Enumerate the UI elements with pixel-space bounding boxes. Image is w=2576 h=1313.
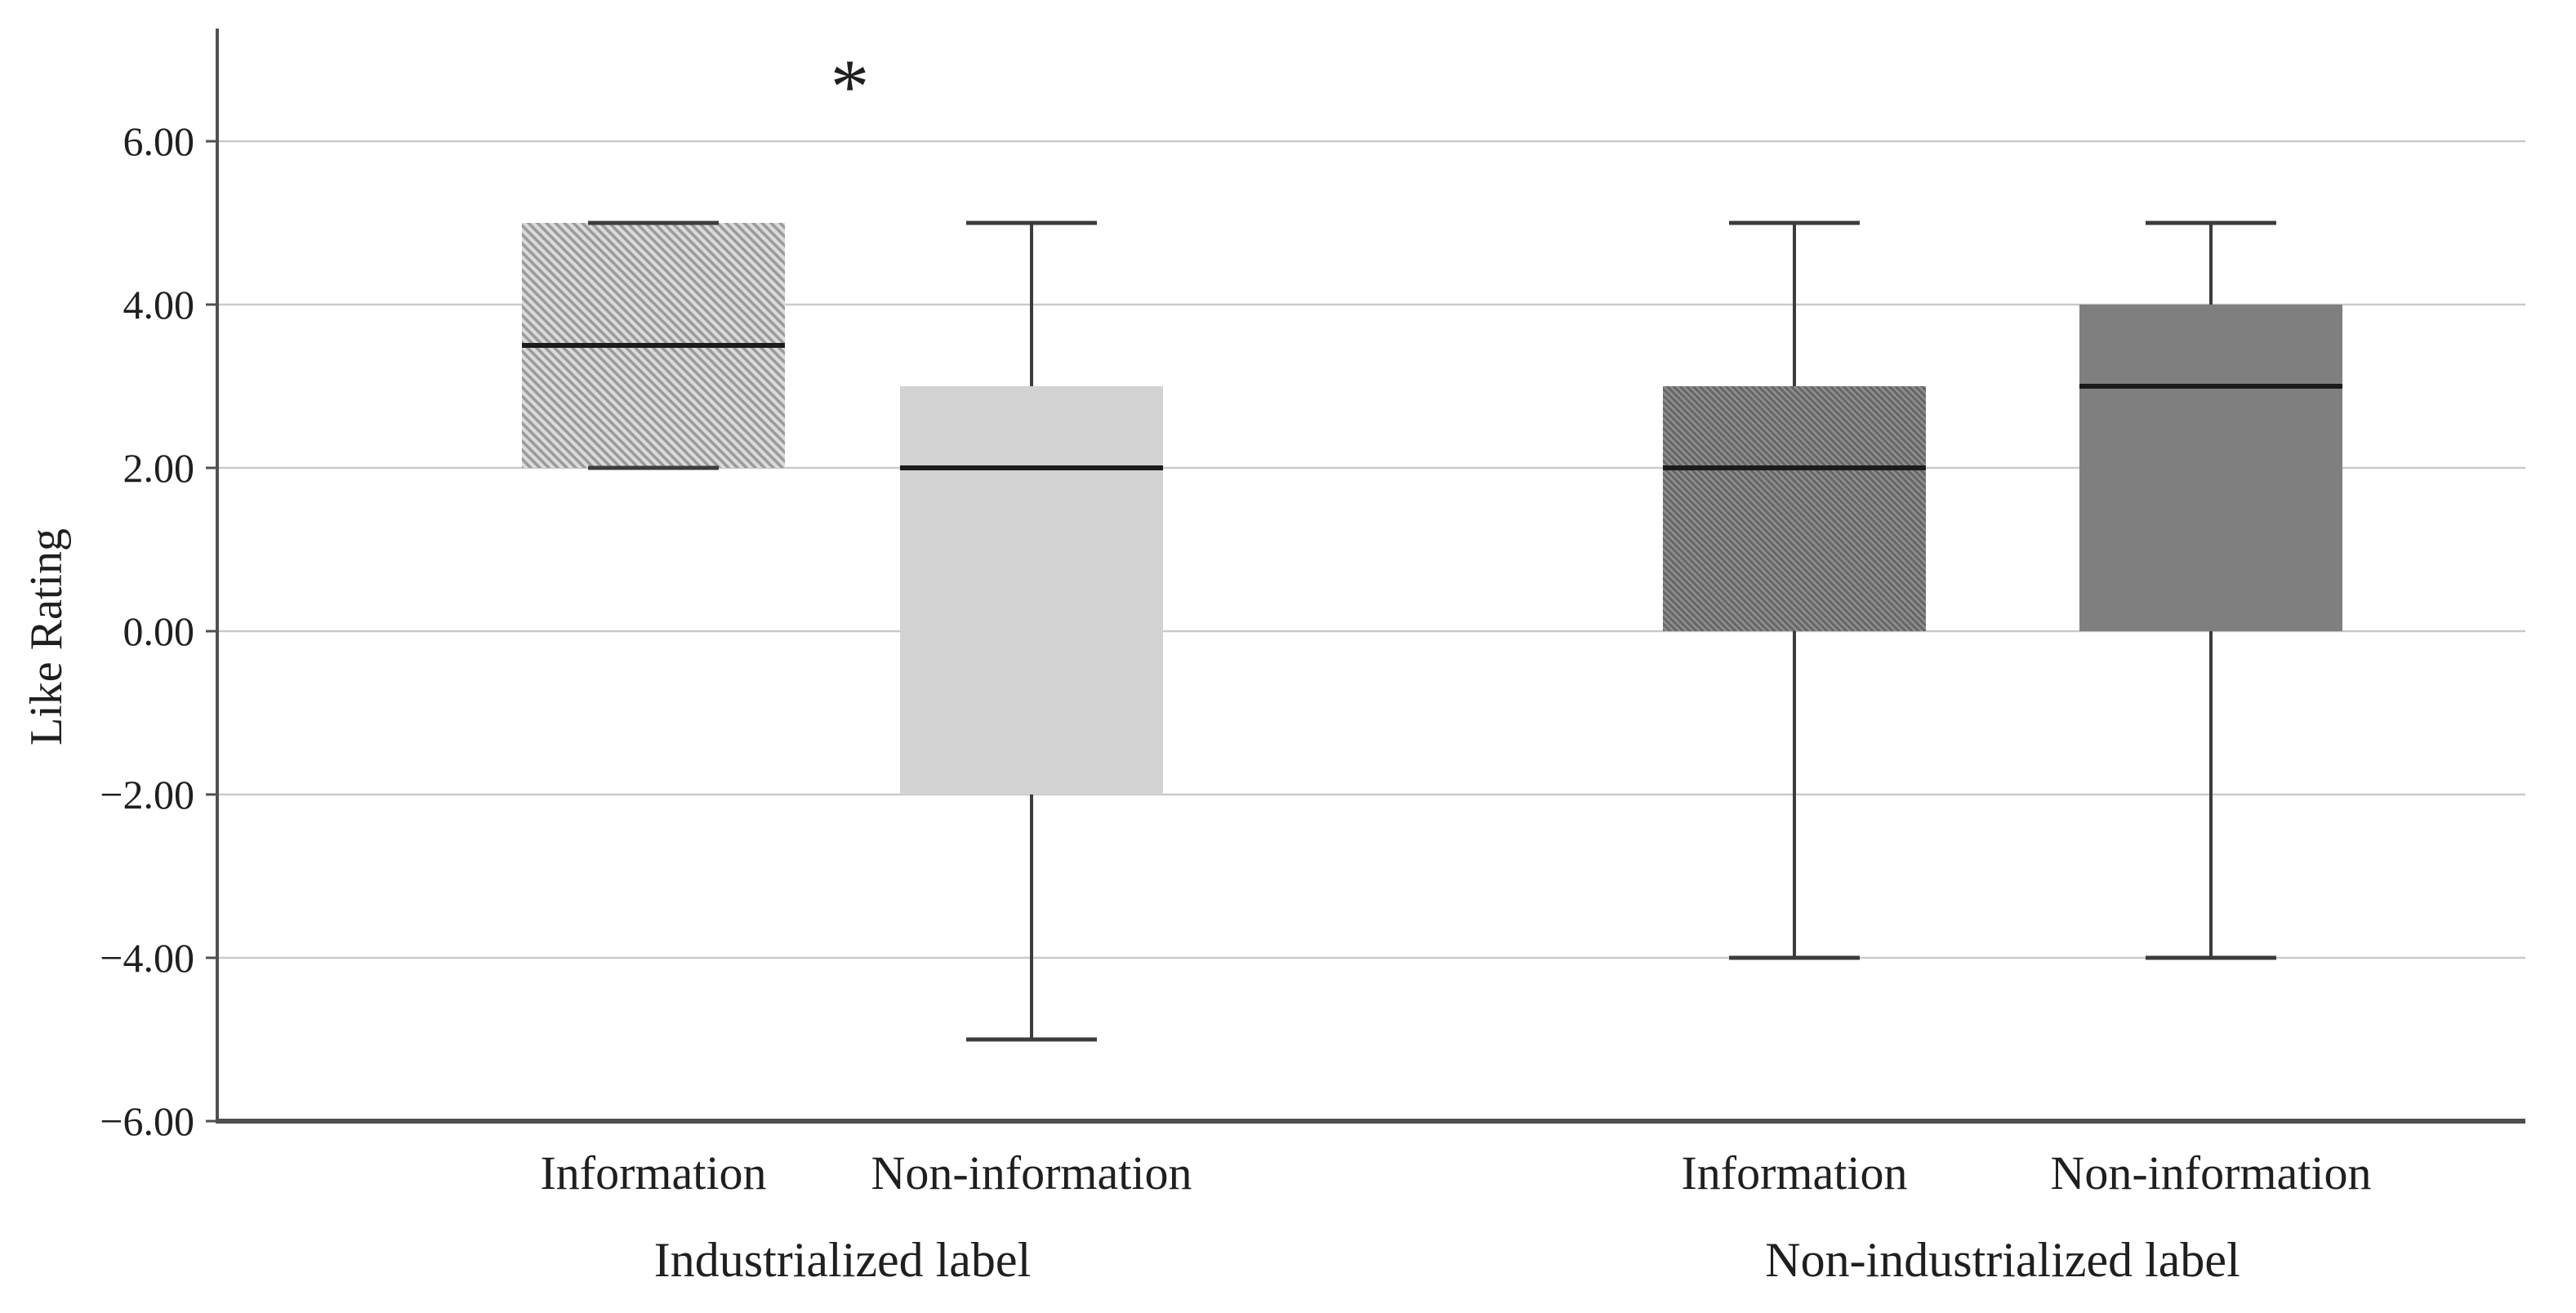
group-label-1: Non-industrialized label	[1765, 1233, 2240, 1287]
category-label-non-industrialized-non-information: Non-information	[2050, 1146, 2371, 1200]
box-rect-industrialized-non-information	[900, 386, 1163, 794]
box-rect-non-industrialized-information	[1663, 386, 1926, 631]
labels-layer: 6.00 4.00 2.00 0.00 −2.00 −4.00 −6.00 Informati…	[21, 43, 2372, 1287]
y-tick-label: 4.00	[123, 282, 195, 327]
y-tick-label: 6.00	[123, 118, 195, 164]
y-tick-label: 2.00	[123, 445, 195, 491]
y-tick-label: −4.00	[100, 935, 194, 981]
y-tick-label: −6.00	[100, 1098, 194, 1144]
significance-asterisk: *	[831, 43, 870, 130]
category-label-non-industrialized-information: Information	[1681, 1146, 1907, 1200]
y-tick-label: −2.00	[100, 772, 194, 817]
y-tick-label: 0.00	[123, 608, 195, 654]
category-label-industrialized-information: Information	[540, 1146, 766, 1200]
group-label-0: Industrialized label	[654, 1233, 1031, 1287]
boxes-layer	[522, 220, 2342, 1042]
category-label-industrialized-non-information: Non-information	[871, 1146, 1192, 1200]
y-axis-title: Like Rating	[21, 528, 72, 746]
axes-layer	[206, 29, 2525, 1124]
box-rect-non-industrialized-non-information	[2079, 305, 2342, 631]
